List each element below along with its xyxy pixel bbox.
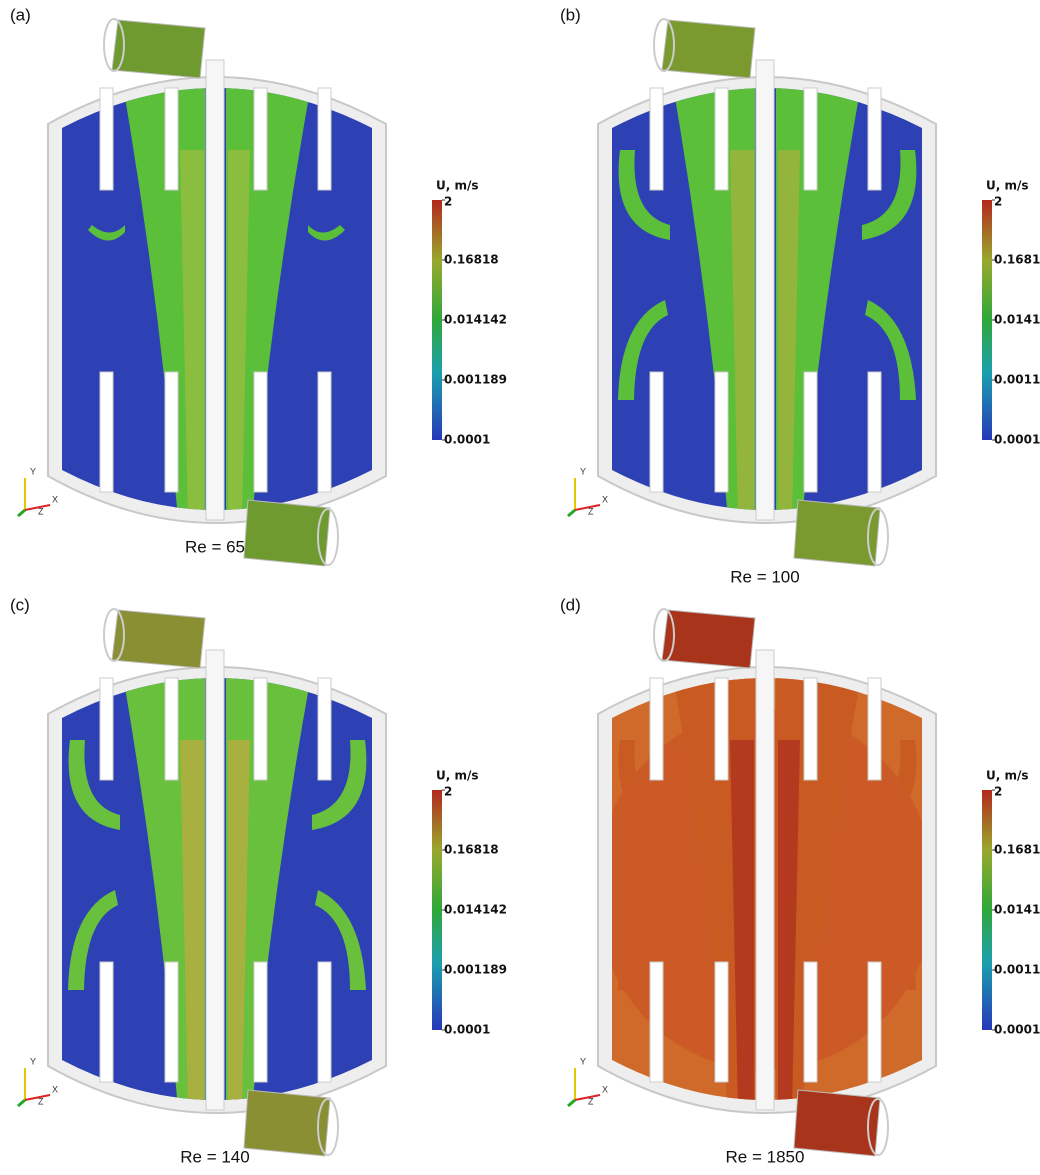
colorbar-tick-label: 0.0001: [994, 433, 1040, 447]
slot: [715, 88, 728, 190]
divider: [756, 60, 774, 520]
slot: [254, 962, 267, 1082]
slot: [318, 372, 331, 492]
slot: [868, 962, 881, 1082]
slot: [868, 372, 881, 492]
slot: [650, 678, 663, 780]
panel: (b) Y XZ U, m/s 2 0.16818 0.014142 0.001189 0.00…: [560, 5, 1040, 586]
colorbar: [432, 200, 442, 440]
axis-label: Z: [588, 1096, 594, 1106]
slot: [318, 88, 331, 190]
axis-label: Y: [30, 466, 36, 476]
panel: (c) Y XZ U, m/s 2 0.16818 0.014142 0.001189 0.00…: [10, 595, 507, 1166]
caption: Re = 140: [180, 1147, 249, 1166]
colorbar-tick-label: 0.16818: [994, 252, 1040, 266]
slot: [165, 372, 178, 492]
slot: [318, 962, 331, 1082]
axis-label: Z: [38, 506, 44, 516]
slot: [318, 678, 331, 780]
colorbar-title: U, m/s: [436, 179, 479, 193]
colorbar-tick-label: 2: [444, 785, 452, 799]
slot: [715, 962, 728, 1082]
colorbar: [982, 790, 992, 1030]
slot: [650, 88, 663, 190]
inlet-pipe: [112, 20, 205, 78]
slot: [165, 678, 178, 780]
figure: (a)YXZU, m/s20.168180.0141420.0011890.00…: [0, 0, 1040, 1170]
colorbar-tick-label: 2: [994, 785, 1002, 799]
slot: [804, 678, 817, 780]
slot: [100, 678, 113, 780]
slot: [804, 962, 817, 1082]
axis-label: X: [602, 1084, 608, 1094]
slot: [165, 962, 178, 1082]
panel: (a) Y XZ U, m/s 2 0.16818 0.014142 0.001189 0.00…: [10, 5, 507, 566]
axis-label: X: [602, 494, 608, 504]
colorbar-title: U, m/s: [986, 179, 1029, 193]
caption: Re = 1850: [726, 1147, 805, 1166]
axis-label: Y: [580, 1056, 586, 1066]
slot: [254, 88, 267, 190]
divider: [756, 650, 774, 1110]
axis-label: X: [52, 494, 58, 504]
axis-z: [568, 1100, 575, 1106]
colorbar-title: U, m/s: [986, 769, 1029, 783]
colorbar-tick-label: 0.001189: [994, 963, 1040, 977]
colorbar-tick-label: 2: [994, 195, 1002, 209]
colorbar-tick-label: 0.014142: [994, 903, 1040, 917]
axis-z: [18, 1100, 25, 1106]
axis-z: [568, 510, 575, 516]
panel-label: (c): [10, 595, 30, 614]
slot: [100, 372, 113, 492]
inlet-pipe: [662, 20, 755, 78]
slot: [804, 88, 817, 190]
axis-label: X: [52, 1084, 58, 1094]
colorbar: [432, 790, 442, 1030]
caption: Re = 65: [185, 537, 245, 556]
colorbar-tick-label: 0.001189: [444, 373, 507, 387]
slot: [715, 372, 728, 492]
slot: [165, 88, 178, 190]
slot: [804, 372, 817, 492]
panel-label: (a): [10, 5, 31, 24]
colorbar-tick-label: 0.16818: [994, 842, 1040, 856]
slot: [100, 88, 113, 190]
colorbar-tick-label: 0.014142: [444, 313, 507, 327]
slot: [254, 372, 267, 492]
panel-label: (d): [560, 595, 581, 614]
slot: [715, 678, 728, 780]
colorbar-tick-label: 0.014142: [994, 313, 1040, 327]
slot: [868, 88, 881, 190]
colorbar-tick-label: 0.16818: [444, 252, 499, 266]
slot: [868, 678, 881, 780]
slot: [100, 962, 113, 1082]
colorbar: [982, 200, 992, 440]
axis-label: Z: [38, 1096, 44, 1106]
panel-label: (b): [560, 5, 581, 24]
colorbar-tick-label: 0.001189: [994, 373, 1040, 387]
inlet-pipe: [662, 610, 755, 668]
axis-label: Y: [30, 1056, 36, 1066]
colorbar-tick-label: 0.0001: [444, 1023, 490, 1037]
colorbar-tick-label: 0.014142: [444, 903, 507, 917]
colorbar-tick-label: 0.0001: [994, 1023, 1040, 1037]
panel: (d) Y XZ U, m/s 2 0.16818 0.014142 0.001189 0.00…: [560, 595, 1040, 1166]
colorbar-tick-label: 2: [444, 195, 452, 209]
slot: [254, 678, 267, 780]
divider: [206, 60, 224, 520]
slot: [650, 962, 663, 1082]
axis-label: Z: [588, 506, 594, 516]
slot: [650, 372, 663, 492]
inlet-pipe: [112, 610, 205, 668]
colorbar-tick-label: 0.001189: [444, 963, 507, 977]
colorbar-title: U, m/s: [436, 769, 479, 783]
axis-z: [18, 510, 25, 516]
colorbar-tick-label: 0.16818: [444, 842, 499, 856]
axis-label: Y: [580, 466, 586, 476]
caption: Re = 100: [730, 567, 799, 586]
colorbar-tick-label: 0.0001: [444, 433, 490, 447]
divider: [206, 650, 224, 1110]
